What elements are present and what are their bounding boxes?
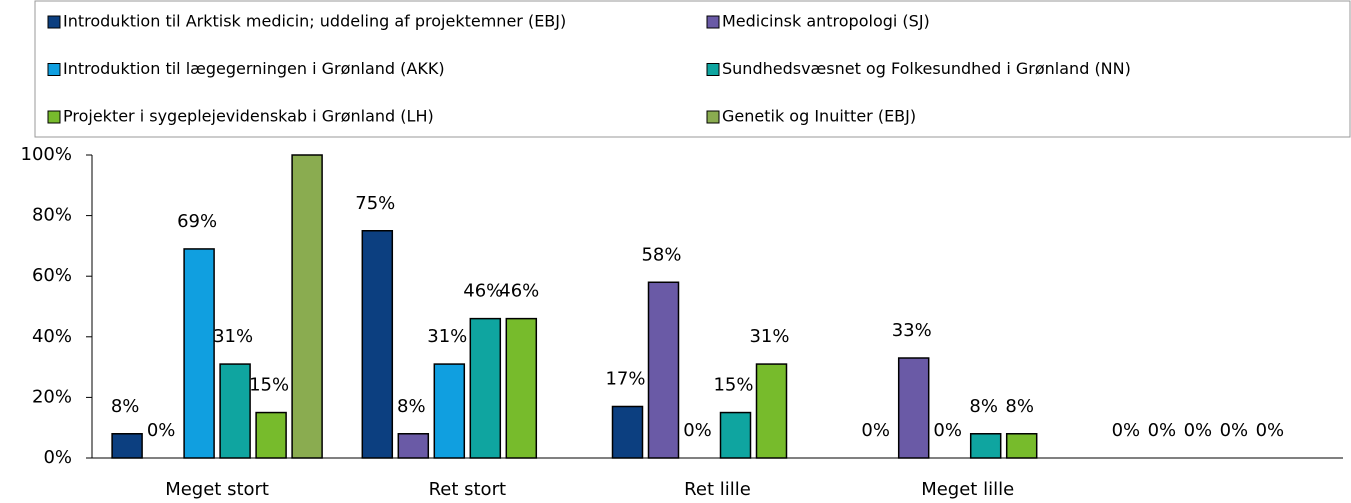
bar [505, 317, 538, 459]
legend-label: Projekter i sygeplejevidenskab i Grønlan… [63, 107, 434, 126]
legend-label: Genetik og Inuitter (EBJ) [722, 107, 916, 126]
bar [397, 433, 430, 459]
bar [433, 363, 466, 459]
x-tick-label: Meget lille [921, 479, 1014, 500]
value-label: 8% [397, 396, 426, 417]
value-label: 31% [749, 326, 789, 347]
legend-box [34, 0, 1351, 138]
value-label: 8% [111, 396, 140, 417]
legend-label: Introduktion til lægegerningen i Grønlan… [63, 59, 445, 78]
value-label: 0% [861, 420, 890, 441]
value-label: 15% [713, 375, 753, 396]
y-tick-label: 40% [32, 326, 72, 347]
value-label: 15% [249, 375, 289, 396]
y-tick-label: 100% [21, 144, 72, 165]
value-label: 0% [1256, 420, 1285, 441]
value-label: 46% [463, 281, 503, 302]
legend: Introduktion til Arktisk medicin; uddeli… [47, 12, 1131, 126]
value-label: 0% [1148, 420, 1177, 441]
value-label: 31% [213, 326, 253, 347]
y-tick-label: 80% [32, 205, 72, 226]
y-tick-label: 20% [32, 386, 72, 407]
x-tick-label: Ret stort [429, 479, 506, 500]
bar [611, 405, 644, 459]
value-label: 0% [1220, 420, 1249, 441]
value-label: 33% [892, 320, 932, 341]
y-tick-label: 0% [43, 447, 72, 468]
legend-swatch [47, 15, 61, 29]
bar [291, 154, 323, 459]
value-label: 17% [605, 368, 645, 389]
y-tick-label: 60% [32, 265, 72, 286]
bar [719, 411, 752, 459]
bar [969, 433, 1002, 459]
bar [469, 317, 502, 459]
bar [647, 281, 680, 459]
bar [1005, 433, 1038, 459]
legend-swatch [706, 63, 720, 76]
legend-label: Introduktion til Arktisk medicin; uddeli… [63, 12, 566, 31]
legend-label: Medicinsk antropologi (SJ) [722, 12, 930, 31]
bar [219, 363, 251, 459]
legend-label: Sundhedsvæsnet og Folkesundhed i Grønlan… [722, 59, 1131, 78]
value-label: 46% [499, 281, 539, 302]
bar [183, 248, 215, 459]
x-tick-label: Ret lille [684, 479, 751, 500]
value-label: 31% [427, 326, 467, 347]
x-tick-label: Meget stort [165, 479, 269, 500]
legend-swatch [47, 110, 61, 124]
value-label: 0% [1184, 420, 1213, 441]
legend-swatch [706, 15, 720, 29]
value-label: 8% [969, 396, 998, 417]
bar [255, 411, 287, 459]
value-label: 0% [147, 420, 176, 441]
bar [755, 363, 788, 459]
value-label: 0% [1112, 420, 1141, 441]
value-label: 8% [1005, 396, 1034, 417]
value-label: 0% [933, 420, 962, 441]
bar [361, 230, 394, 459]
value-label: 0% [683, 420, 712, 441]
value-label: 75% [355, 193, 395, 214]
bar [111, 433, 143, 459]
legend-swatch [47, 63, 61, 76]
bar [897, 357, 930, 459]
legend-swatch [706, 110, 720, 124]
value-label: 58% [641, 244, 681, 265]
value-label: 69% [177, 211, 217, 232]
